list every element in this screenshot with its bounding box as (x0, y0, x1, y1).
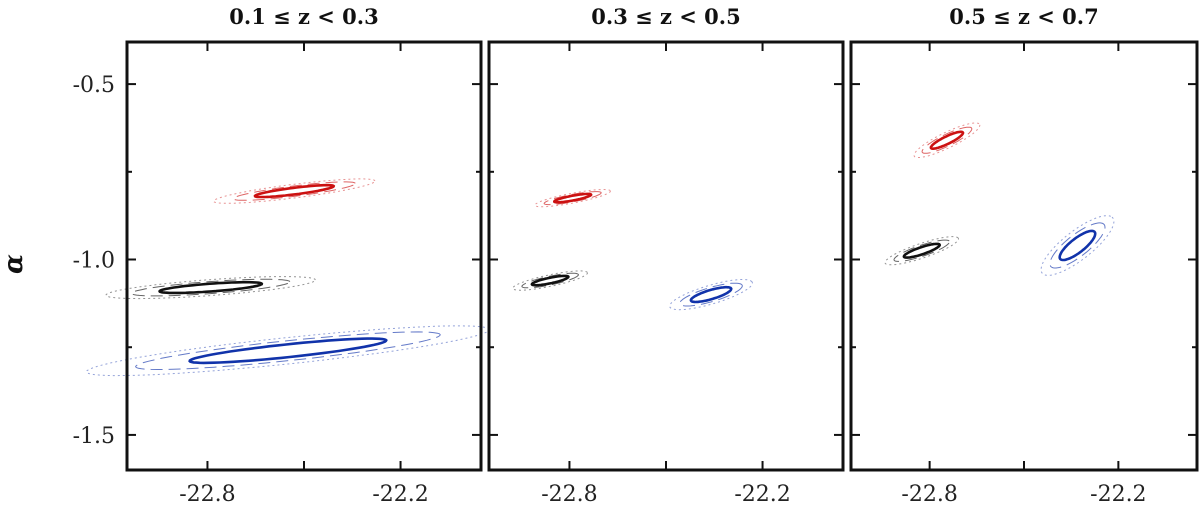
black-contour-3-sigma (512, 270, 589, 291)
black-contour-1-sigma (902, 242, 942, 259)
red-contour-3-sigma (534, 189, 611, 208)
panels: 0.1 ≤ z < 0.3 -22.8 -22.2 -1.5 -1.0 -0.5 0.3 ≤… (73, 4, 1199, 507)
red-contour-1-sigma (253, 183, 336, 199)
blue-contour-3-sigma (85, 325, 490, 377)
blue-contour-2-sigma (679, 282, 743, 307)
panel-1: 0.1 ≤ z < 0.3 -22.8 -22.2 -1.5 -1.0 -0.5 (73, 4, 490, 507)
y-axis-label: α (0, 254, 29, 274)
x-tick-label: -22.2 (734, 482, 790, 507)
blue-contour-2-sigma (134, 331, 441, 370)
black-contour-3-sigma (884, 236, 960, 266)
black-contour-1-sigma (530, 274, 570, 287)
panel-2: 0.3 ≤ z < 0.5 -22.8 -22.2 (487, 4, 845, 507)
red-contour-3-sigma (913, 122, 981, 158)
red-contour-1-sigma (929, 130, 965, 150)
axes-frame (125, 40, 483, 472)
blue-contour-1-sigma (689, 285, 733, 304)
red-contour-2-sigma (232, 181, 356, 201)
y-tick-label: -1.0 (73, 249, 115, 274)
contours (884, 122, 1115, 276)
x-tick-label: -22.8 (179, 482, 235, 507)
contours (85, 178, 490, 377)
x-tick-label: -22.2 (1090, 482, 1146, 507)
y-tick-label: -1.5 (73, 424, 115, 449)
panel-title: 0.1 ≤ z < 0.3 (229, 4, 378, 29)
axes-frame (487, 40, 845, 472)
y-tick-label: -0.5 (73, 73, 115, 98)
blue-contour-3-sigma (669, 279, 753, 311)
blue-contour-1-sigma (188, 337, 388, 365)
red-contour-2-sigma (543, 191, 602, 206)
black-contour-2-sigma (130, 278, 291, 297)
panel-title: 0.3 ≤ z < 0.5 (591, 4, 740, 29)
contours (512, 189, 753, 311)
x-tick-label: -22.2 (372, 482, 428, 507)
red-contour-1-sigma (553, 192, 593, 204)
x-tick-label: -22.8 (541, 482, 597, 507)
blue-contour-1-sigma (1058, 229, 1097, 262)
black-contour-1-sigma (158, 280, 264, 295)
blue-contour-2-sigma (1049, 222, 1106, 269)
x-tick-label: -22.8 (901, 482, 957, 507)
panel-title: 0.5 ≤ z < 0.7 (949, 4, 1098, 29)
black-contour-2-sigma (521, 272, 579, 289)
panel-3: 0.5 ≤ z < 0.7 -22.8 -22.2 (849, 4, 1199, 507)
blue-contour-3-sigma (1040, 215, 1115, 276)
black-contour-3-sigma (105, 276, 316, 300)
black-contour-2-sigma (893, 239, 950, 262)
red-contour-2-sigma (921, 126, 973, 154)
